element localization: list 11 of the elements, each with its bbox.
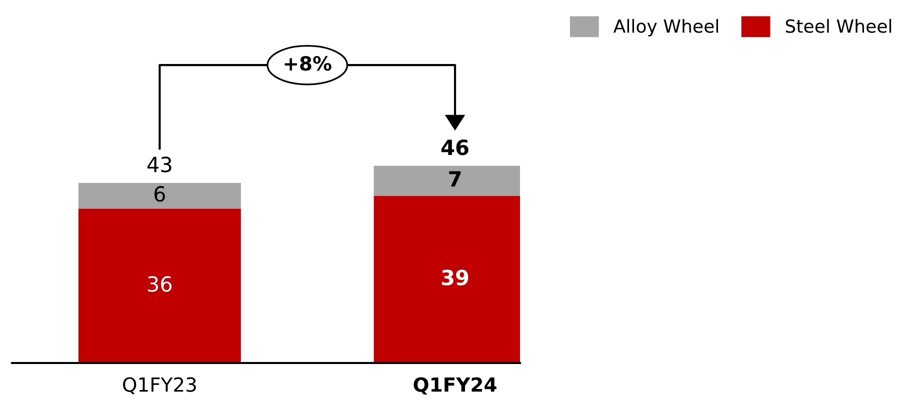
data-label: 7 [449, 171, 461, 186]
x-tick-label: Q1FY24 [414, 377, 496, 394]
text: +8% [284, 56, 332, 71]
legend-label: Steel Wheel [786, 18, 892, 33]
data-label: 36 [148, 276, 172, 292]
total-label: 46 [441, 140, 468, 156]
total-label: 43 [147, 156, 172, 172]
data-label: 39 [442, 270, 468, 286]
legend-label: Alloy Wheel [613, 18, 718, 36]
data-label: 6 [154, 186, 165, 202]
x-tick-label: Q1FY23 [123, 377, 196, 394]
